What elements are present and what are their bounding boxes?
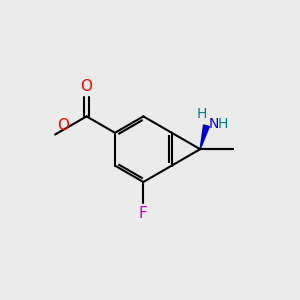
Polygon shape xyxy=(200,125,209,149)
Text: F: F xyxy=(139,206,148,220)
Text: H: H xyxy=(197,107,208,121)
Text: N: N xyxy=(209,117,219,131)
Text: H: H xyxy=(218,117,228,131)
Text: O: O xyxy=(57,118,69,133)
Text: O: O xyxy=(80,80,92,94)
